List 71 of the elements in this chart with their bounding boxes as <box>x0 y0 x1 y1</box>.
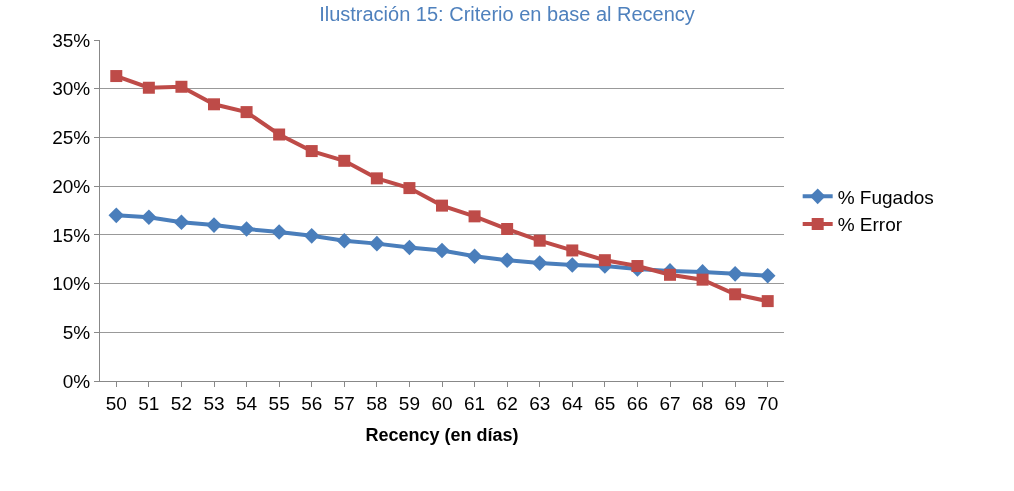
y-tick-label: 10% <box>52 273 91 295</box>
x-tick-label: 69 <box>724 392 746 414</box>
point <box>761 295 774 308</box>
point <box>401 239 418 256</box>
point <box>466 248 483 265</box>
point <box>173 214 190 230</box>
point <box>208 98 220 111</box>
point <box>436 199 448 212</box>
point <box>564 257 581 273</box>
point <box>303 228 320 244</box>
x-axis-title: Recency (en días) <box>365 424 519 445</box>
point <box>499 252 515 268</box>
x-tick-label: 62 <box>496 392 518 414</box>
y-tick-label: 0% <box>62 370 91 392</box>
x-tick-label: 51 <box>138 392 160 414</box>
point <box>533 234 546 247</box>
point <box>240 106 253 119</box>
point <box>631 260 644 273</box>
x-tick-label: 68 <box>692 392 714 414</box>
x-tick-label: 52 <box>170 392 192 414</box>
legend-label: % Fugados <box>837 186 934 208</box>
point <box>598 254 611 267</box>
x-tick-label: 50 <box>105 392 127 414</box>
point <box>305 145 318 158</box>
point <box>501 223 514 236</box>
point <box>336 232 353 249</box>
legend-label: % Error <box>837 214 903 236</box>
y-tick-label: 35% <box>52 29 91 51</box>
x-tick-label: 56 <box>301 392 323 414</box>
point <box>566 244 579 257</box>
point <box>175 80 188 93</box>
y-tick-label: 25% <box>52 127 91 149</box>
x-tick-label: 55 <box>268 392 290 414</box>
chart-title: Ilustración 15: Criterio en base al Recency <box>319 3 695 26</box>
x-tick-label: 65 <box>594 392 616 414</box>
x-tick-label: 70 <box>757 392 779 414</box>
x-tick-label: 66 <box>626 392 648 414</box>
point <box>206 217 222 233</box>
x-tick-label: 63 <box>529 392 551 414</box>
x-tick-label: 59 <box>398 392 420 414</box>
point <box>434 242 450 259</box>
point <box>729 288 742 301</box>
point <box>273 128 286 141</box>
point <box>664 268 676 281</box>
point <box>110 70 123 83</box>
x-tick-label: 60 <box>431 392 453 414</box>
x-tick-label: 67 <box>659 392 681 414</box>
x-tick-label: 53 <box>203 392 225 414</box>
y-tick-label: 20% <box>52 175 91 197</box>
point <box>696 273 709 286</box>
y-tick-label: 15% <box>52 224 91 246</box>
x-tick-label: 57 <box>333 392 355 414</box>
point <box>108 207 125 224</box>
x-tick-label: 64 <box>561 392 584 414</box>
point <box>759 267 776 284</box>
point <box>338 154 351 167</box>
x-tick-label: 54 <box>236 392 258 414</box>
x-tick-label: 58 <box>366 392 388 414</box>
point <box>141 209 157 226</box>
point <box>531 255 548 271</box>
x-tick-label: 61 <box>464 392 486 414</box>
point <box>370 172 383 185</box>
y-tick-label: 5% <box>62 321 91 343</box>
y-tick-label: 30% <box>52 78 91 100</box>
point <box>271 224 287 240</box>
point <box>369 235 385 252</box>
point <box>238 221 255 237</box>
point <box>727 266 743 282</box>
point <box>468 210 481 223</box>
point <box>403 182 416 195</box>
point <box>142 81 155 94</box>
